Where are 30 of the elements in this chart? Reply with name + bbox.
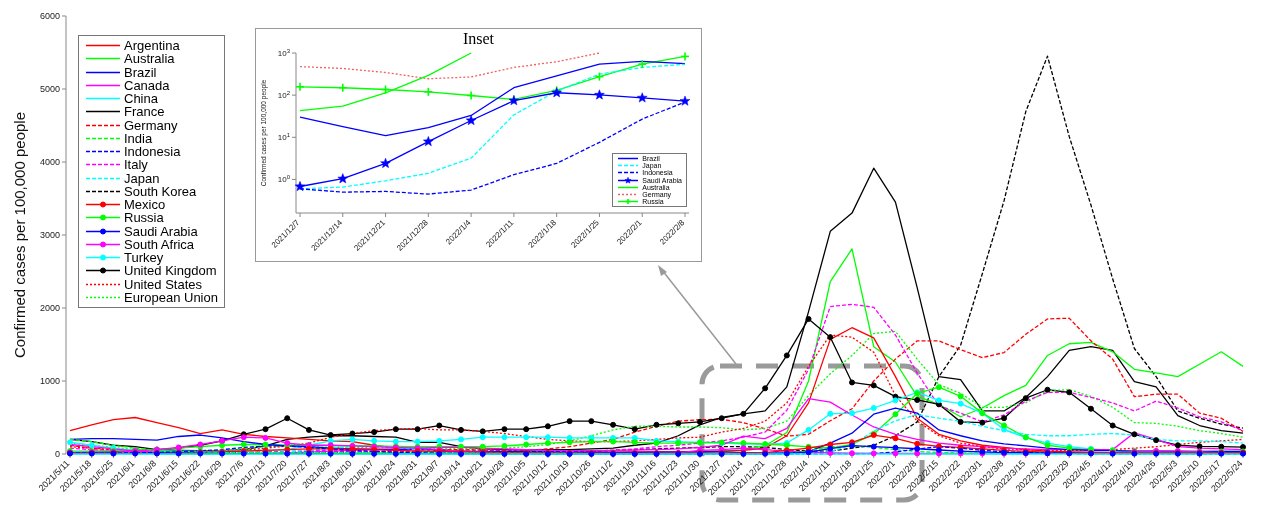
- legend-label: India: [124, 130, 153, 146]
- legend-label: Brazil: [124, 64, 157, 80]
- y-tick-label: 3000: [39, 230, 60, 241]
- legend-label: China: [124, 91, 158, 106]
- y-tick-label: 10$^{0}$: [277, 174, 291, 185]
- y-tick-label: 2000: [39, 303, 60, 314]
- legend-label: Germany: [124, 117, 178, 133]
- legend-label: Turkey: [124, 250, 164, 265]
- y-tick-label: 0: [54, 449, 60, 460]
- y-tick-label: 1000: [39, 376, 60, 387]
- legend-label: Mexico: [124, 197, 166, 212]
- legend-label: Russia: [124, 210, 164, 226]
- legend-label: United Kingdom: [124, 263, 217, 279]
- y-tick-label: 10$^{1}$: [277, 132, 291, 143]
- legend-label: Italy: [124, 157, 148, 173]
- y-tick-label: 4000: [39, 157, 60, 168]
- y-tick-label: 10$^{3}$: [277, 47, 291, 58]
- y-tick-label: 5000: [39, 84, 60, 95]
- legend-label: Argentina: [124, 38, 180, 53]
- legend-label: Indonesia: [124, 144, 181, 159]
- chart-title: Inset: [461, 29, 496, 49]
- legend-label: Saudi Arabia: [124, 223, 198, 239]
- y-tick-label: 6000: [39, 11, 60, 22]
- legend-label: South Africa: [124, 236, 195, 252]
- y-tick-label: 10$^{2}$: [277, 89, 291, 100]
- legend-label: France: [124, 104, 165, 120]
- legend-label: Canada: [124, 77, 170, 93]
- legend-label: European Union: [124, 289, 218, 305]
- y-axis-title: Confirmed cases per 100,000 people: [11, 112, 29, 358]
- legend-label: Australia: [124, 51, 175, 67]
